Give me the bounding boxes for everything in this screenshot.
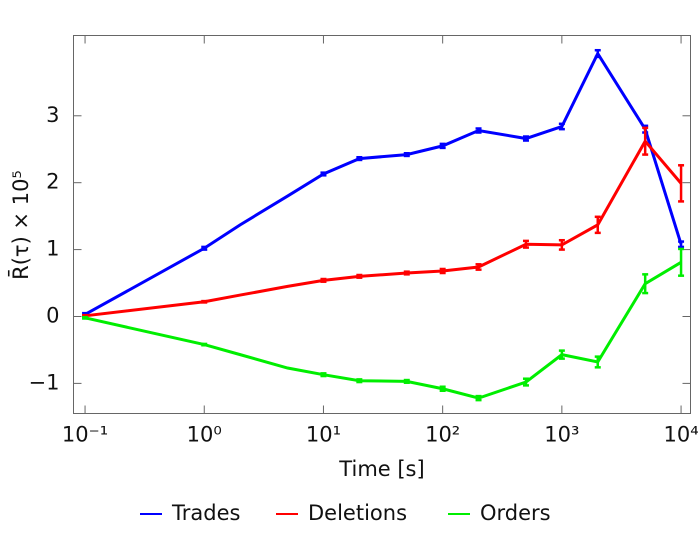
error-bar (678, 247, 685, 277)
error-bar (201, 299, 208, 304)
error-bar (558, 238, 565, 251)
error-bar (356, 273, 363, 279)
legend-label: Trades (171, 501, 240, 525)
y-tick-label: 0 (46, 303, 59, 327)
error-bar (642, 126, 649, 156)
error-bar (558, 349, 565, 360)
error-bar (320, 171, 327, 177)
error-bar (642, 273, 649, 295)
error-bar (439, 142, 446, 150)
error-bar (403, 378, 410, 384)
y-axis-label: R̄(τ) × 10⁵ (8, 170, 33, 280)
error-bar (403, 270, 410, 276)
error-bar (594, 48, 601, 59)
x-tick-label: 10⁰ (187, 423, 222, 447)
x-tick-label: 10³ (544, 423, 579, 447)
series-line (84, 138, 683, 318)
error-bar (475, 394, 482, 402)
error-bar (356, 378, 363, 384)
series-line (84, 261, 682, 400)
x-tick-label: 10⁴ (663, 423, 698, 447)
error-bar (82, 315, 89, 320)
y-tick-label: −1 (29, 370, 60, 394)
x-tick-label: 10² (425, 423, 460, 447)
error-bar (678, 164, 685, 203)
legend-label: Orders (480, 501, 551, 525)
error-bar (475, 263, 482, 271)
error-bar (678, 240, 685, 249)
x-tick-label: 10¹ (306, 423, 341, 447)
y-tick-label: 1 (46, 237, 59, 261)
y-tick-label: 2 (46, 170, 59, 194)
legend-label: Deletions (308, 501, 407, 525)
error-bar (439, 385, 446, 393)
error-bar (439, 267, 446, 275)
error-bar (356, 156, 363, 162)
error-bar (201, 245, 208, 251)
y-tick-label: 3 (46, 103, 59, 127)
error-bar (558, 122, 565, 131)
error-bar (594, 215, 601, 235)
error-bar (522, 135, 529, 142)
error-bar (320, 277, 327, 283)
series-line (84, 50, 683, 316)
error-bar (594, 355, 601, 369)
error-bar (403, 151, 410, 158)
error-bar (522, 239, 529, 249)
error-bar (522, 377, 529, 387)
error-bar (201, 342, 208, 347)
plot-frame (73, 35, 691, 414)
x-axis-label: Time [s] (338, 457, 424, 481)
error-bar (475, 127, 482, 134)
x-tick-label: 10⁻¹ (62, 423, 108, 447)
error-bar (320, 372, 327, 378)
